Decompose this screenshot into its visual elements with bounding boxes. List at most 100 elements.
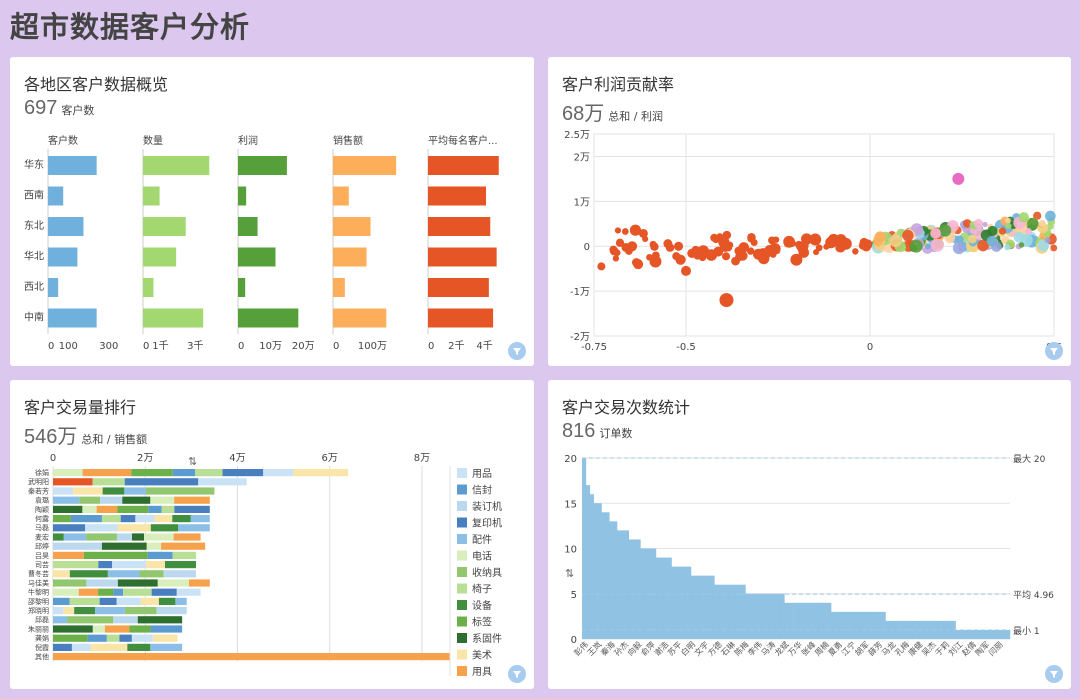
bar-segment — [90, 643, 128, 651]
bar-segment — [127, 643, 151, 651]
bar — [718, 584, 723, 639]
data-point — [986, 235, 998, 247]
bar — [690, 575, 696, 639]
data-point — [1005, 222, 1012, 229]
bar-segment — [172, 515, 191, 523]
data-point — [967, 234, 977, 244]
bar-segment — [172, 551, 196, 559]
kpi: 68万 总和 / 利润 — [562, 97, 663, 126]
bar-segment — [117, 524, 151, 532]
bar-segment — [63, 533, 87, 541]
bar — [238, 186, 247, 206]
category-label: 牛黎明 — [28, 588, 49, 597]
series-header: 利润 — [238, 134, 258, 147]
kpi-label: 客户数 — [61, 104, 95, 117]
bar-segment — [98, 588, 114, 596]
data-point — [1013, 231, 1025, 243]
bar — [764, 593, 770, 639]
data-point — [859, 237, 869, 248]
data-point — [1018, 242, 1025, 248]
bar-segment — [71, 643, 91, 651]
transaction-ranking-card: 客户交易量排行 546万 总和 / 销售额 0 2万 4万 6万 8万 ⇅ 徐娟 武明阳 秦若芳袁… — [10, 380, 534, 689]
bar — [143, 278, 154, 297]
series-header: 销售额 — [333, 134, 363, 147]
bar-segment — [147, 551, 173, 559]
bar — [745, 593, 750, 639]
bar — [333, 156, 397, 175]
bar — [784, 602, 789, 639]
tick-label: 20万 — [292, 341, 315, 352]
bar — [842, 611, 847, 639]
bar — [428, 217, 491, 236]
bar — [846, 611, 851, 639]
category-label: 马佳美 — [28, 578, 49, 587]
bar-segment — [131, 634, 153, 642]
tick-label: 100 — [59, 341, 78, 352]
bar-segment — [156, 607, 187, 615]
data-point — [719, 293, 734, 308]
bar-segment — [124, 607, 157, 615]
tick-label: 300 — [99, 341, 118, 352]
data-point — [952, 241, 966, 255]
bar-segment — [63, 607, 75, 615]
filter-icon[interactable] — [508, 665, 526, 683]
bar — [866, 611, 871, 639]
category-label: 麦宏 — [35, 532, 49, 541]
bar-segment — [150, 643, 183, 651]
category-label: 徐娟 — [35, 468, 49, 477]
bar-segment — [154, 515, 173, 523]
legend-swatch — [457, 550, 467, 561]
bar — [663, 557, 668, 639]
bar — [971, 629, 976, 639]
data-point — [687, 248, 697, 259]
bar-segment — [122, 496, 151, 504]
filter-icon[interactable] — [1045, 665, 1063, 683]
bar-segment — [222, 469, 264, 477]
data-point — [952, 172, 965, 185]
data-point — [638, 228, 648, 238]
legend-label: 电话 — [472, 550, 492, 563]
bar — [593, 503, 598, 639]
bar — [667, 557, 672, 639]
bar — [428, 278, 489, 297]
bar-segment — [53, 533, 64, 541]
filter-icon[interactable] — [1045, 342, 1063, 360]
data-point — [612, 255, 620, 262]
bar-segment — [106, 634, 120, 642]
bar-segment — [135, 515, 155, 523]
data-point — [1027, 217, 1039, 230]
bar — [862, 611, 867, 639]
bar-segment — [131, 469, 173, 477]
bar — [710, 575, 715, 639]
bar-segment — [53, 524, 86, 532]
bar-segment — [104, 625, 130, 633]
y-tick-label: 2万 — [574, 152, 590, 163]
bar-segment — [79, 496, 101, 504]
y-tick-label: 0 — [584, 242, 590, 253]
legend-label: 用品 — [472, 468, 492, 480]
tick-label: 0 — [333, 341, 339, 352]
bar — [428, 308, 494, 328]
bar — [238, 308, 299, 328]
bar — [632, 539, 637, 639]
data-point — [909, 239, 923, 253]
bar-segment — [100, 496, 123, 504]
bar — [854, 611, 859, 639]
tick-label: 0 — [238, 341, 244, 352]
bar-segment — [99, 597, 117, 605]
legend-label: 收纳具 — [472, 566, 502, 579]
data-point — [650, 242, 659, 251]
bar — [687, 566, 692, 639]
data-point — [768, 242, 781, 255]
category-label: 马磊 — [35, 524, 49, 532]
legend-label: 标签 — [472, 616, 492, 629]
bar-segment — [98, 561, 113, 569]
filter-icon[interactable] — [508, 342, 526, 360]
bar-segment — [175, 597, 187, 605]
bar-segment — [176, 588, 201, 596]
bar — [749, 593, 754, 639]
bar-segment — [53, 634, 88, 642]
bar-segment — [83, 551, 148, 559]
data-point — [982, 221, 988, 228]
